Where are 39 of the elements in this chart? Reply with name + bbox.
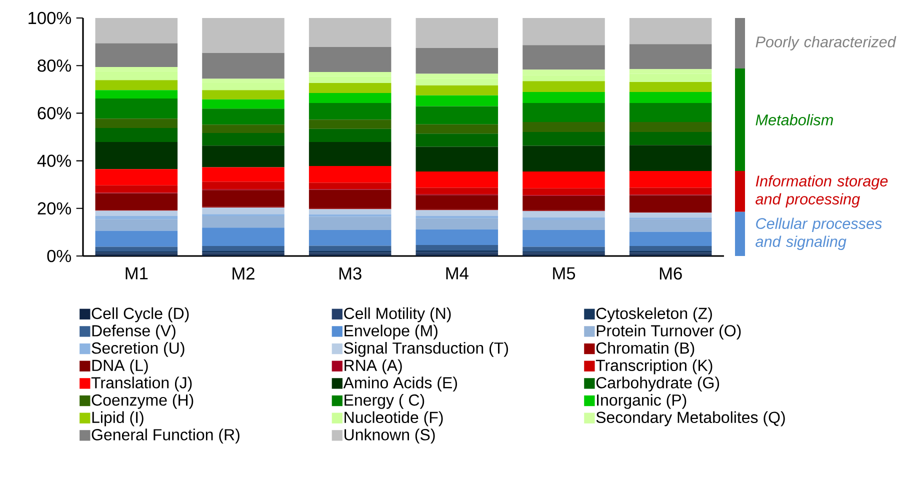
x-tick-label: M3 xyxy=(339,267,362,280)
legend-label: General Function (R) xyxy=(92,428,240,444)
legend-label: Envelope (M) xyxy=(344,324,438,340)
legend-label: DNA (L) xyxy=(92,359,148,374)
legend-label: Secondary Metabolites (Q) xyxy=(596,411,785,426)
x-tick-label: M2 xyxy=(232,267,254,280)
legend-label: Cell Motility (N) xyxy=(344,307,451,322)
legend-label: Defense (V) xyxy=(92,324,176,340)
legend-label: Cytoskeleton (Z) xyxy=(596,307,712,322)
y-tick-label: 60% xyxy=(38,107,72,120)
y-tick-label: 80% xyxy=(38,59,72,72)
legend-label: Secretion (U) xyxy=(92,342,184,357)
legend-label: Protein Turnover (O) xyxy=(596,324,741,340)
y-tick-label: 40% xyxy=(37,154,72,167)
x-tick-label: M1 xyxy=(126,267,148,280)
x-tick-label: M6 xyxy=(660,267,682,280)
x-tick-label: M4 xyxy=(446,267,468,280)
legend-label: RNA (A) xyxy=(344,359,402,374)
legend-label: Energy ( C) xyxy=(344,394,424,409)
x-tick-label: M5 xyxy=(553,267,576,280)
legend-label: Chromatin (B) xyxy=(596,342,694,357)
legend-label: Nucleotide (F) xyxy=(344,411,443,426)
y-tick-label: 20% xyxy=(38,202,72,215)
legend-label: Carbohydrate (G) xyxy=(596,376,720,392)
legend-label: Coenzyme (H) xyxy=(92,394,194,409)
legend-label: Translation (J) xyxy=(91,376,192,392)
legend-label: Inorganic (P) xyxy=(597,394,686,409)
legend-label: Transcription (K) xyxy=(596,359,712,374)
text: Cellular processes and signaling xyxy=(756,218,882,250)
legend-label: Unknown (S) xyxy=(344,428,435,444)
text: Poorly characterized xyxy=(756,36,896,50)
legend-label: Cell Cycle (D) xyxy=(92,307,189,322)
text: Metabolism xyxy=(756,114,833,126)
y-tick-label: 0% xyxy=(47,250,72,262)
y-tick-label: 100% xyxy=(28,12,72,24)
legend-label: Amino Acids (E) xyxy=(343,376,457,392)
text: Information storage and processing xyxy=(756,175,888,208)
legend-label: Lipid (I) xyxy=(92,411,144,426)
legend-label: Signal Transduction (T) xyxy=(344,342,508,357)
